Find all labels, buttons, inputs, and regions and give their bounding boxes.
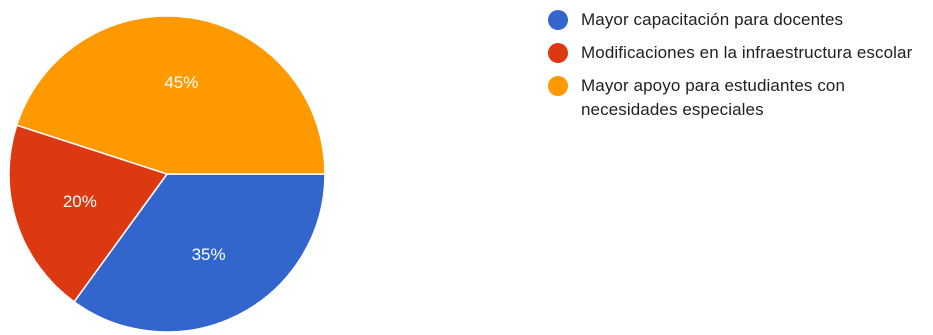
pie-slice-apoyo[interactable] [15, 15, 326, 175]
legend-swatch-orange [548, 76, 568, 96]
slice-label-infraestructura: 20% [63, 192, 97, 211]
legend-label: Mayor capacitación para docentes [581, 10, 844, 29]
pie-slice-infraestructura[interactable] [8, 124, 168, 303]
pie-slice-labels: 35% 20% 45% [63, 73, 226, 264]
slice-label-apoyo: 45% [164, 73, 198, 92]
chart-legend: Mayor capacitación para docentes Modific… [548, 8, 933, 131]
legend-item-apoyo[interactable]: Mayor apoyo para estudiantes con necesid… [548, 74, 933, 122]
legend-label: Mayor apoyo para estudiantes con necesid… [581, 76, 846, 119]
legend-item-infraestructura[interactable]: Modificaciones en la infraestructura esc… [548, 41, 933, 65]
legend-swatch-blue [548, 10, 568, 30]
legend-item-capacitacion[interactable]: Mayor capacitación para docentes [548, 8, 933, 32]
legend-swatch-red [548, 43, 568, 63]
pie-slices [8, 15, 326, 333]
slice-label-capacitacion: 35% [192, 245, 226, 264]
pie-slice-capacitacion[interactable] [73, 173, 326, 333]
legend-label: Modificaciones en la infraestructura esc… [581, 43, 913, 62]
